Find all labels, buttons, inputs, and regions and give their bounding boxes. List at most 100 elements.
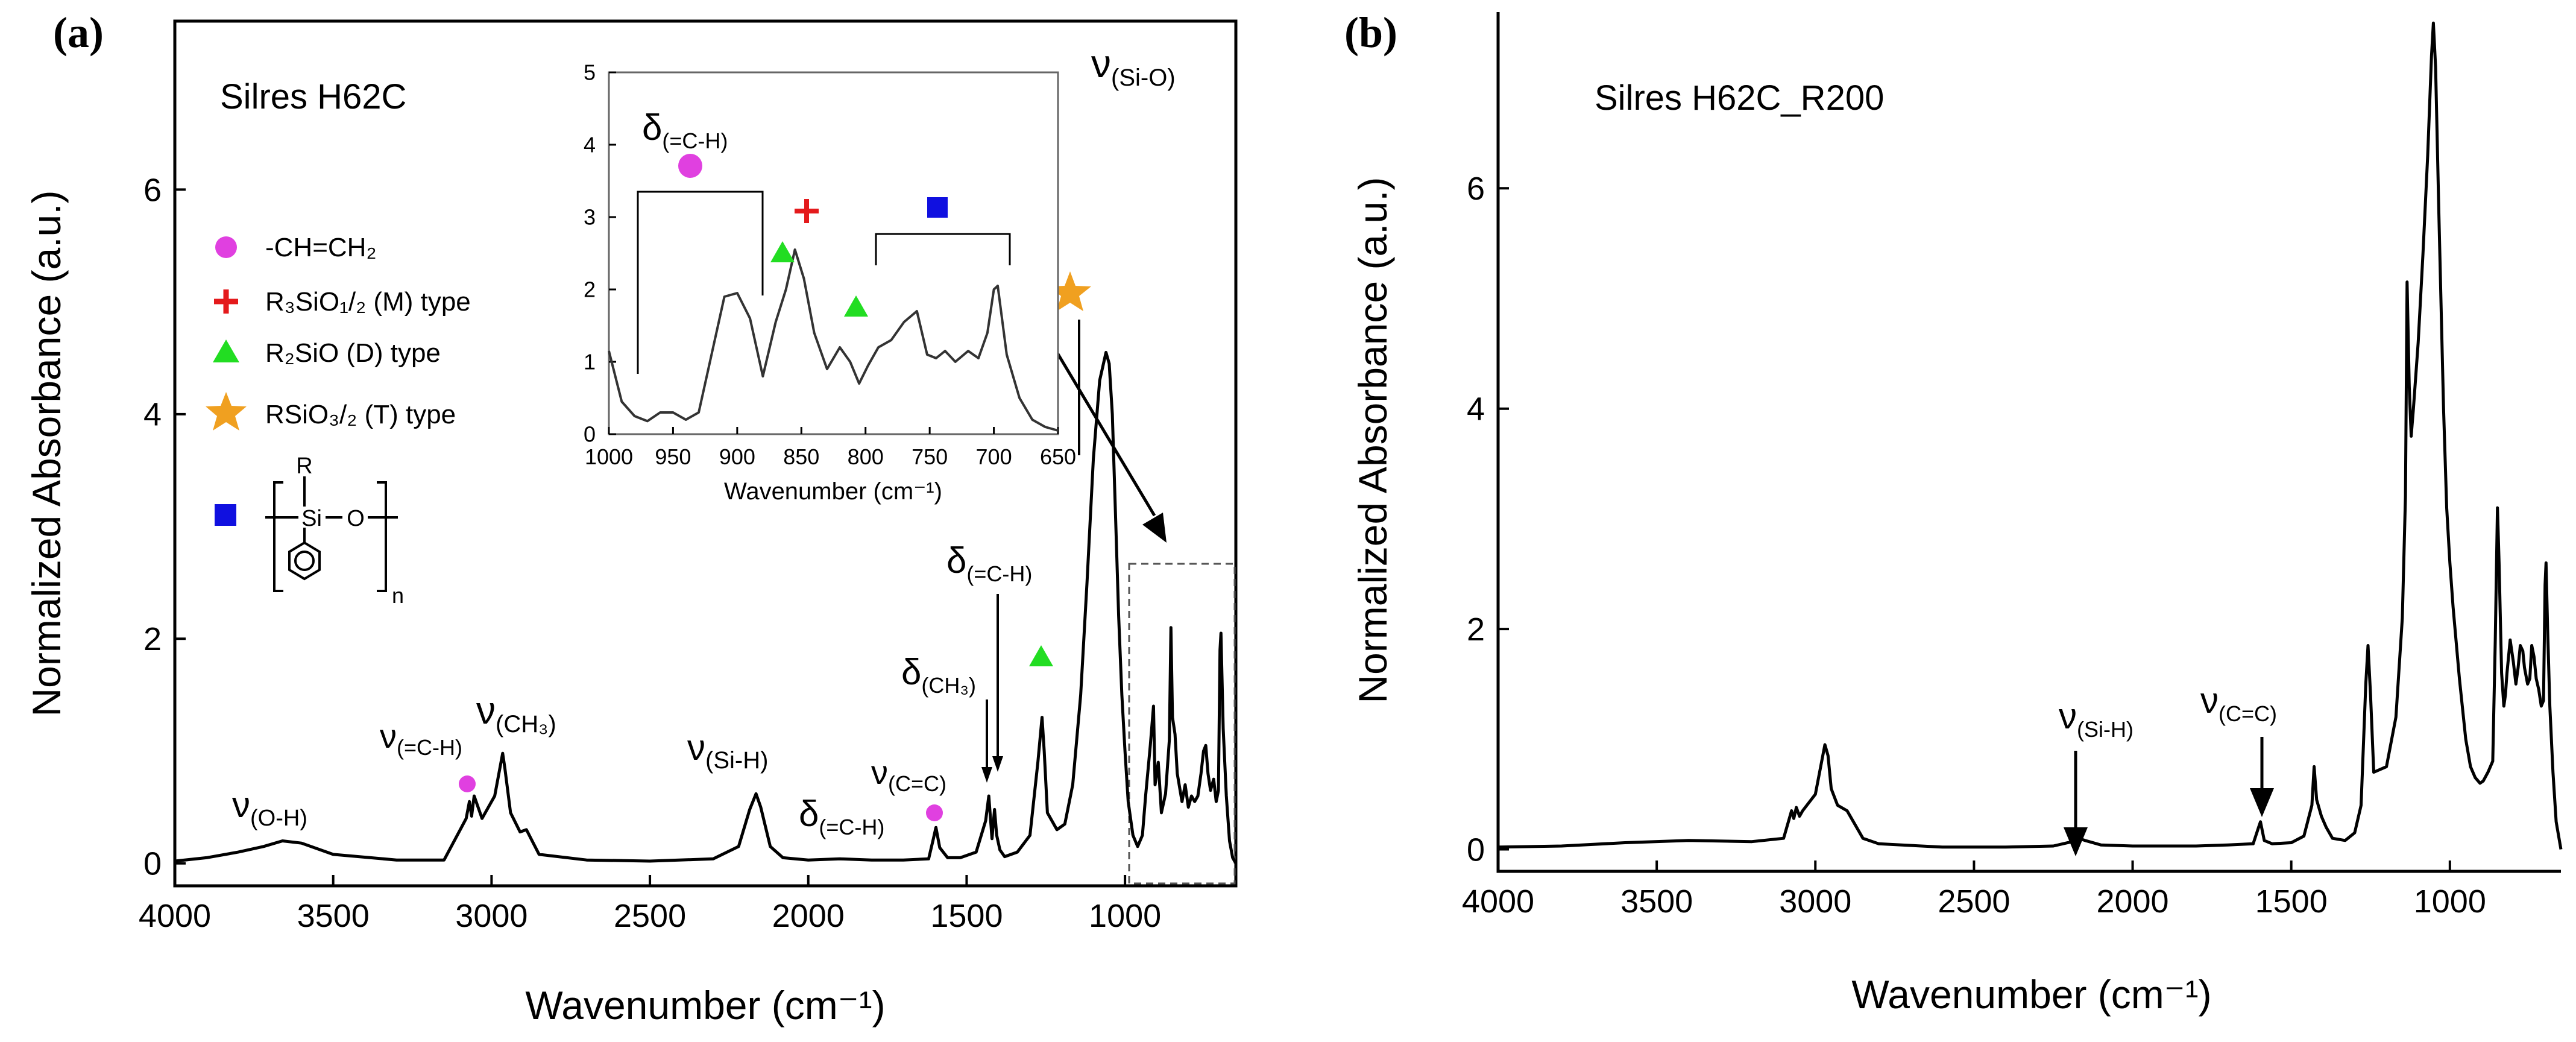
legend-entry-d-type: R₂SiO (D) type [265, 338, 441, 368]
x-tick-label: 950 [655, 444, 691, 469]
x-tick-label: 3500 [1620, 883, 1693, 920]
panel-b: (b) 4000 3500 3000 2500 2000 1500 1000 0 2 4 6 Wa… [1344, 8, 2563, 1017]
panel-a: (a) 4000 3500 3000 2500 2000 1500 1000 0 2 4 6 Wa… [24, 8, 1238, 1028]
panel-a-label: (a) [53, 8, 104, 57]
panel-a-x-axis-label: Wavenumber (cm⁻¹) [525, 983, 885, 1028]
y-tick-label: 2 [1467, 611, 1485, 648]
structure-n-label: n [392, 583, 404, 608]
annotation-nu-ch3: ν(CH₃) [476, 689, 556, 737]
x-tick-label: 800 [848, 444, 884, 469]
annotation-nu-oh: ν(O-H) [232, 785, 307, 831]
annotation-delta-ch-vinyl-low: δ(=C-H) [799, 794, 884, 839]
panel-b-x-ticks: 4000 3500 3000 2500 2000 1500 1000 [1462, 860, 2486, 920]
legend-entry-t-type: RSiO₃/₂ (T) type [265, 400, 456, 429]
y-tick-label: 5 [584, 60, 596, 85]
x-tick-label: 1000 [1089, 898, 1161, 934]
panel-b-label: (b) [1344, 8, 1397, 57]
annotation-delta-ch3-arrowhead [981, 767, 992, 783]
x-tick-label: 650 [1040, 444, 1076, 469]
y-tick-label: 4 [584, 133, 596, 157]
y-tick-label: 0 [1467, 832, 1485, 868]
y-tick-label: 6 [1467, 171, 1485, 207]
peak-marker-star [1049, 271, 1091, 311]
annotation-b-nu-cc-arrowhead [2250, 788, 2274, 817]
panel-a-spectrum-line [174, 350, 1238, 865]
annotation-nu-ch-vinyl: ν(=C-H) [380, 717, 462, 760]
peak-marker-circle [459, 775, 476, 792]
x-tick-label: 900 [719, 444, 755, 469]
inset-marker-square [927, 197, 948, 218]
structure-o-label: O [347, 506, 365, 531]
annotation-delta-ch-vinyl-high: δ(=C-H) [946, 540, 1032, 586]
panel-b-y-axis-label: Normalized Absorbance (a.u.) [1350, 177, 1395, 703]
panel-b-sample-label: Silres H62C_R200 [1595, 78, 1884, 118]
panel-a-inset: 1000 950 900 850 800 750 700 650 0 1 2 3 4 5 Wavenum… [584, 60, 1076, 505]
legend-square-marker-icon [215, 504, 236, 526]
legend-circle-marker-icon [215, 236, 237, 258]
annotation-nu-cc: ν(C=C) [871, 753, 946, 796]
inset-x-axis-label: Wavenumber (cm⁻¹) [724, 478, 942, 505]
legend-entry-vinyl: -CH=CH₂ [265, 233, 377, 262]
annotation-b-nu-sih-arrowhead [2064, 827, 2088, 856]
structure-r-label: R [296, 453, 312, 479]
inset-bracket-phenyl [875, 233, 1011, 265]
x-tick-label: 1000 [2414, 883, 2486, 920]
x-tick-label: 850 [783, 444, 819, 469]
y-tick-label: 6 [143, 172, 162, 208]
inset-spectrum-line [608, 248, 1059, 432]
y-tick-label: 3 [584, 205, 596, 230]
siloxane-structure-icon [265, 476, 398, 592]
x-tick-label: 2000 [772, 898, 845, 934]
panel-b-y-ticks: 0 2 4 6 [1467, 171, 1509, 868]
panel-a-zoom-box [1128, 563, 1236, 885]
panel-a-y-ticks: 0 2 4 6 [143, 172, 186, 882]
x-tick-label: 1000 [585, 444, 633, 469]
x-tick-label: 700 [976, 444, 1012, 469]
inset-marker-plus [795, 199, 819, 223]
legend-entry-m-type: R₃SiO₁/₂ (M) type [265, 287, 471, 317]
annotation-nu-sih: ν(Si-H) [687, 727, 768, 774]
inset-x-ticks: 1000 950 900 850 800 750 700 650 [585, 427, 1076, 469]
inset-marker-triangle [844, 295, 868, 317]
peak-marker-circle [926, 804, 943, 821]
x-tick-label: 750 [912, 444, 948, 469]
legend-star-marker-icon [206, 392, 247, 431]
x-tick-label: 3000 [1779, 883, 1851, 920]
inset-marker-triangle [770, 241, 795, 262]
panel-a-plot-frame [173, 19, 1238, 888]
x-tick-label: 1500 [2255, 883, 2328, 920]
annotation-b-nu-sih: ν(Si-H) [2059, 696, 2134, 742]
inset-background [608, 71, 1059, 435]
legend-plus-marker-icon [214, 289, 238, 314]
panel-b-spectrum-line [1497, 21, 2563, 850]
y-tick-label: 1 [584, 350, 596, 374]
y-tick-label: 2 [143, 621, 162, 657]
panel-a-peak-markers [459, 271, 1091, 821]
panel-a-y-axis-label: Normalized Absorbance (a.u.) [24, 190, 69, 716]
annotation-delta-ch3: δ(CH₃) [901, 652, 976, 698]
x-tick-label: 4000 [1462, 883, 1534, 920]
y-tick-label: 4 [1467, 391, 1485, 428]
x-tick-label: 2500 [1938, 883, 2010, 920]
inset-marker-circle [678, 154, 702, 178]
y-tick-label: 2 [584, 277, 596, 302]
x-tick-label: 3000 [455, 898, 527, 934]
inset-bracket-vinyl [637, 191, 764, 374]
panel-a-zoom-arrowhead [1142, 513, 1167, 543]
x-tick-label: 3500 [297, 898, 370, 934]
legend-triangle-marker-icon [213, 339, 239, 362]
inset-y-ticks: 0 1 2 3 4 5 [584, 60, 616, 447]
panel-a-sample-label: Silres H62C [220, 77, 406, 116]
panel-b-x-axis-label: Wavenumber (cm⁻¹) [1851, 972, 2211, 1017]
panel-a-legend: -CH=CH₂ R₃SiO₁/₂ (M) type R₂SiO (D) type… [206, 233, 471, 608]
y-tick-label: 0 [584, 422, 596, 447]
panel-b-axes [1496, 12, 2561, 873]
x-tick-label: 4000 [139, 898, 211, 934]
annotation-b-nu-cc: ν(C=C) [2200, 680, 2277, 726]
annotation-nu-sio: ν(Si-O) [1091, 41, 1176, 91]
peak-marker-triangle [1029, 645, 1053, 666]
structure-si-label: Si [301, 506, 322, 531]
x-tick-label: 2000 [2096, 883, 2168, 920]
x-tick-label: 2500 [614, 898, 686, 934]
